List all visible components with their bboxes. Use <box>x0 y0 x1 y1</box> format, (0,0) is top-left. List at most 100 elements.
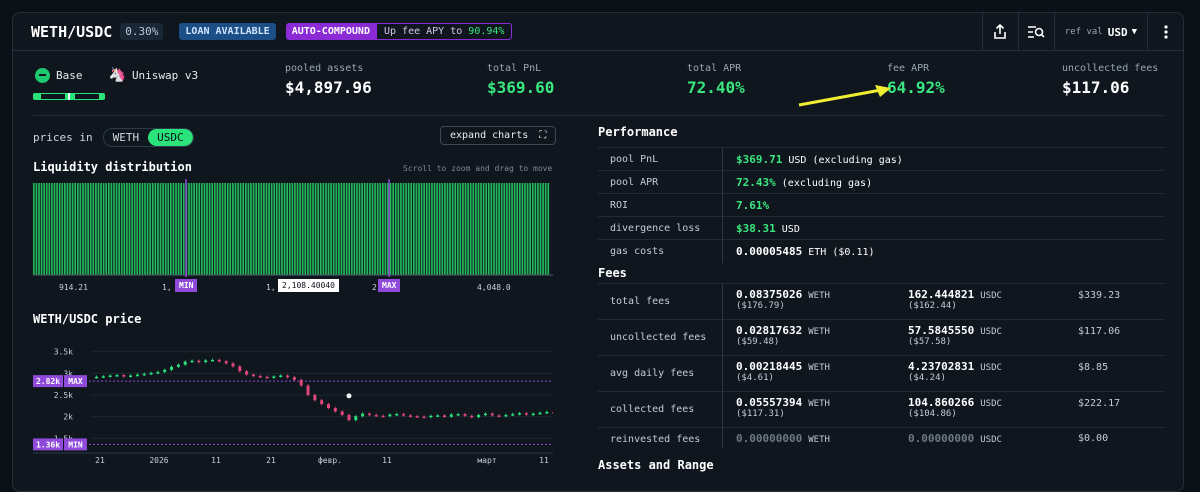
performance-row: gas costs 0.00005485 ETH ($0.11) <box>598 239 1164 263</box>
stat-value: $4,897.96 <box>285 78 372 97</box>
fee-total: $0.00 <box>1078 433 1109 444</box>
candle <box>122 375 126 377</box>
event-marker-icon[interactable] <box>346 393 352 399</box>
liquidity-bar <box>358 183 361 275</box>
toggle-weth[interactable]: WETH <box>112 131 140 144</box>
expand-charts-button[interactable]: expand charts ⛶ <box>440 126 557 145</box>
liquidity-bar <box>211 183 214 275</box>
liquidity-bar <box>459 183 462 275</box>
toggle-usdc[interactable]: USDC <box>148 129 193 146</box>
candle <box>361 413 365 417</box>
candle <box>470 415 474 418</box>
search-list-button[interactable] <box>1017 13 1054 51</box>
liquidity-bar <box>400 183 402 275</box>
ref-currency: USD <box>1107 25 1128 39</box>
liquidity-bar <box>304 183 307 275</box>
fee-label: reinvested fees <box>610 434 701 445</box>
candle <box>135 374 139 377</box>
liquidity-bar <box>485 183 488 275</box>
liquidity-bar <box>247 183 250 275</box>
liquidity-bar <box>224 183 226 275</box>
liquidity-bar <box>138 183 141 275</box>
candle <box>190 360 194 363</box>
column-divider <box>722 194 723 217</box>
assets-range-title: Assets and Range <box>598 458 714 472</box>
stat-total-pnl: total PnL $369.60 <box>487 63 554 97</box>
candle <box>320 400 324 405</box>
auto-compound-badge[interactable]: AUTO-COMPOUND <box>285 23 376 40</box>
candle <box>381 415 385 418</box>
liquidity-bar <box>226 183 229 275</box>
liquidity-chart[interactable] <box>33 179 553 277</box>
range-min-label: MIN <box>68 440 83 449</box>
fee-usdc-unit: USDC <box>980 327 1002 337</box>
liquidity-bar <box>66 183 69 275</box>
liq-max-marker[interactable]: MAX <box>378 279 401 292</box>
liquidity-bar <box>265 183 268 275</box>
stat-label: uncollected fees <box>1062 63 1159 74</box>
more-options-button[interactable] <box>1147 13 1183 51</box>
liquidity-bar <box>294 183 296 275</box>
liquidity-bar <box>136 183 139 275</box>
candle <box>524 413 528 415</box>
candle <box>422 416 426 419</box>
liquidity-bar <box>299 183 301 275</box>
liquidity-bar <box>405 183 407 275</box>
column-divider <box>722 392 723 428</box>
fee-row: collected fees 0.05557394 WETH ($117.31) 10… <box>598 391 1164 428</box>
candle <box>142 373 146 376</box>
liquidity-bar <box>35 183 38 275</box>
liquidity-bar <box>348 183 351 275</box>
liquidity-bar <box>353 183 356 275</box>
x-tick-label: 21 <box>95 456 105 465</box>
range-min-tag-bg <box>33 438 63 451</box>
liquidity-bar <box>350 183 353 275</box>
candle <box>265 376 269 379</box>
liquidity-bar <box>113 183 115 275</box>
performance-value: $38.31 USD <box>736 222 800 235</box>
fee-weth-amount: 0.02817632 <box>736 324 803 337</box>
liquidity-bar <box>159 183 162 275</box>
loan-available-badge[interactable]: LOAN AVAILABLE <box>179 23 276 40</box>
liquidity-bar <box>102 183 105 275</box>
liquidity-bar <box>379 183 382 275</box>
column-divider <box>722 217 723 240</box>
liquidity-bar <box>286 183 289 275</box>
liquidity-bar <box>92 183 95 275</box>
candle <box>333 408 337 412</box>
liquidity-bar <box>232 183 234 275</box>
ref-value-select[interactable]: ref val USD ▼ <box>1053 13 1147 51</box>
performance-amount: 0.00005485 <box>736 245 803 258</box>
liq-axis-label: 1, <box>162 283 172 292</box>
liquidity-bar <box>244 183 247 275</box>
position-header: WETH/USDC 0.30% LOAN AVAILABLE AUTO-COMP… <box>13 13 1183 51</box>
liquidity-bar <box>107 183 110 275</box>
liquidity-bar <box>330 183 332 275</box>
liquidity-bar <box>149 183 152 275</box>
apy-promo[interactable]: Up fee APY to 90.94% <box>375 23 513 40</box>
fee-weth-cell: 0.02817632 WETH ($59.48) <box>736 324 830 347</box>
liq-min-marker[interactable]: MIN <box>175 279 198 292</box>
liquidity-bar <box>392 183 394 275</box>
liquidity-bar <box>431 183 433 275</box>
performance-unit: USD <box>781 224 800 235</box>
liquidity-bar <box>477 183 480 275</box>
performance-label: pool APR <box>610 177 659 188</box>
candle <box>490 413 494 416</box>
liquidity-bar <box>307 183 309 275</box>
stat-label: fee APR <box>887 63 930 74</box>
liquidity-bar <box>407 183 410 275</box>
fee-total: $8.85 <box>1078 362 1109 373</box>
performance-value: 72.43% (excluding gas) <box>736 176 872 189</box>
liquidity-bar <box>239 183 242 275</box>
liquidity-bar <box>369 183 371 275</box>
candle <box>402 414 406 416</box>
candle <box>238 366 242 372</box>
candle <box>443 415 446 417</box>
liquidity-bar <box>260 183 263 275</box>
fee-row: reinvested fees 0.00000000 WETH 0.00000000… <box>598 427 1164 448</box>
fee-weth-cell: 0.00218445 WETH ($4.61) <box>736 360 830 383</box>
liquidity-bar <box>376 183 379 275</box>
price-chart[interactable]: 3.5k 3k 2.5k 2k 1.5k 2.82k MAX 1.36k MIN 21 2026 11… <box>33 335 553 467</box>
share-button[interactable] <box>981 13 1018 51</box>
